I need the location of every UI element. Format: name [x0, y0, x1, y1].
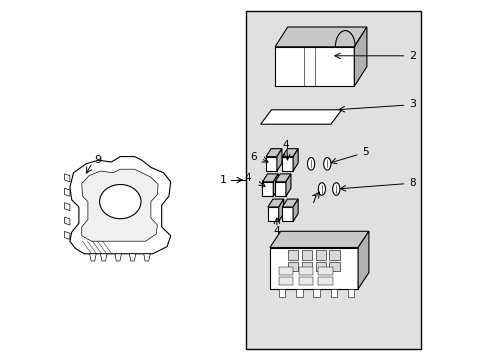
Text: 8: 8 [408, 178, 415, 188]
Polygon shape [101, 254, 107, 261]
Polygon shape [267, 199, 283, 207]
Polygon shape [265, 149, 282, 157]
Text: 3: 3 [408, 99, 415, 109]
Text: 2: 2 [408, 51, 416, 61]
Polygon shape [282, 207, 292, 221]
Polygon shape [276, 149, 282, 171]
Polygon shape [292, 149, 298, 171]
Polygon shape [64, 217, 70, 225]
Text: 9: 9 [94, 155, 101, 165]
Polygon shape [267, 207, 278, 221]
Polygon shape [282, 199, 298, 207]
Ellipse shape [307, 157, 314, 170]
Bar [296, 289, 302, 297]
Polygon shape [262, 174, 278, 182]
Polygon shape [70, 157, 170, 254]
Polygon shape [64, 203, 70, 211]
Polygon shape [275, 182, 285, 196]
Polygon shape [64, 231, 70, 239]
Polygon shape [89, 254, 96, 261]
Bar [330, 289, 337, 297]
Polygon shape [129, 254, 136, 261]
Text: 4: 4 [244, 173, 250, 183]
Polygon shape [64, 188, 70, 196]
Polygon shape [278, 199, 283, 221]
Polygon shape [81, 169, 158, 241]
Text: 4: 4 [273, 226, 280, 236]
Text: 6: 6 [250, 152, 257, 162]
Polygon shape [115, 254, 121, 261]
Text: 5: 5 [362, 147, 368, 157]
Polygon shape [292, 199, 298, 221]
Text: 7: 7 [310, 195, 316, 205]
Polygon shape [260, 110, 341, 124]
Polygon shape [282, 149, 298, 157]
Polygon shape [262, 182, 273, 196]
Polygon shape [143, 254, 150, 261]
Bar [329, 262, 339, 271]
Polygon shape [354, 27, 366, 86]
Ellipse shape [318, 183, 325, 195]
Ellipse shape [332, 183, 339, 195]
Bar [246, 11, 420, 349]
Bar [315, 250, 325, 260]
Bar [278, 267, 293, 275]
Ellipse shape [100, 184, 141, 219]
Bar [329, 250, 339, 260]
Polygon shape [269, 231, 368, 248]
Polygon shape [273, 174, 278, 196]
Bar [298, 277, 312, 285]
Polygon shape [275, 27, 366, 47]
Polygon shape [275, 174, 290, 182]
Polygon shape [269, 248, 357, 289]
Bar [318, 267, 332, 275]
Text: 4: 4 [282, 140, 288, 150]
Polygon shape [265, 157, 276, 171]
Bar [278, 289, 285, 297]
Bar [288, 250, 298, 260]
Bar [298, 267, 312, 275]
Polygon shape [275, 47, 354, 86]
Polygon shape [64, 174, 70, 182]
Bar [288, 262, 298, 271]
Bar [302, 262, 311, 271]
Bar [302, 250, 311, 260]
Polygon shape [282, 157, 292, 171]
Ellipse shape [323, 157, 330, 170]
Polygon shape [357, 231, 368, 289]
Polygon shape [285, 174, 290, 196]
Bar [315, 262, 325, 271]
Text: 1: 1 [219, 175, 226, 185]
Bar [313, 289, 319, 297]
Bar [347, 289, 354, 297]
Bar [318, 277, 332, 285]
Bar [278, 277, 293, 285]
